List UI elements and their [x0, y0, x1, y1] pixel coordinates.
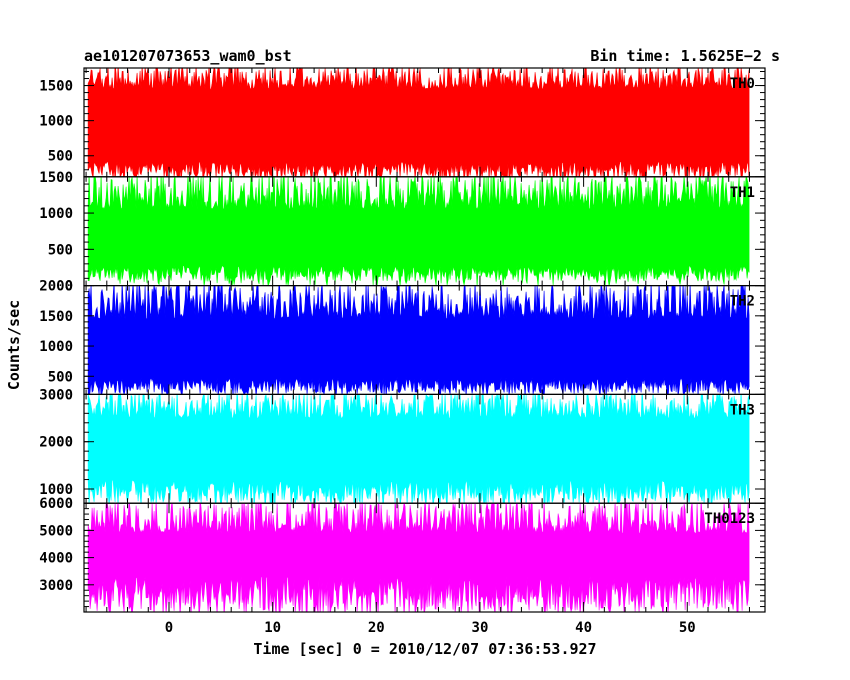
- panel-name-label: TH2: [730, 294, 755, 310]
- bin-time-label: Bin time: 1.5625E−2 s: [590, 47, 780, 65]
- panel-name-label: TH1: [730, 185, 755, 201]
- y-tick-label: 1000: [39, 206, 73, 222]
- series-th2-trace: [87, 285, 750, 395]
- panel-th0: 500 1000 1500 TH0: [39, 67, 766, 178]
- y-tick-label: 1500: [39, 79, 73, 95]
- y-tick-label: 1000: [39, 339, 73, 355]
- panel-th0123: 3000 4000 5000 6000 TH0123: [39, 496, 766, 613]
- panel-th1: 0 500 1000 1500 TH1: [39, 170, 766, 295]
- y-tick-label: 3000: [39, 387, 73, 403]
- y-tick-label: 1000: [39, 482, 73, 498]
- x-tick-label: 50: [679, 620, 696, 636]
- y-tick-label: 3000: [39, 578, 73, 594]
- y-tick-label: 4000: [39, 551, 73, 567]
- panel-name-label: TH0123: [704, 511, 755, 527]
- y-tick-label: 500: [48, 149, 73, 165]
- x-tick-label: 0: [165, 620, 173, 636]
- x-axis-label: Time [sec] 0 = 2010/12/07 07:36:53.927: [253, 640, 596, 658]
- panel-th3: 1000 2000 3000 TH3: [39, 387, 766, 504]
- series-th3-trace: [87, 394, 750, 504]
- x-tick-label: 40: [575, 620, 592, 636]
- y-tick-label: 0: [65, 279, 73, 295]
- panels-group: 500 1000 1500 TH0 0 500 1000 1500 TH1 500 1000 1500…: [39, 67, 766, 613]
- chart-title: ae101207073653_wam0_bst: [84, 47, 292, 65]
- x-tick-label: 10: [264, 620, 281, 636]
- panel-name-label: TH0: [730, 76, 755, 92]
- y-tick-label: 1500: [39, 309, 73, 325]
- x-tick-label: 20: [368, 620, 385, 636]
- y-tick-label: 500: [48, 369, 73, 385]
- x-axis-tick-labels: 0 10 20 30 40 50: [165, 620, 696, 636]
- y-tick-label: 6000: [39, 496, 73, 512]
- series-th1-trace: [87, 176, 750, 286]
- y-tick-label: 1500: [39, 170, 73, 186]
- y-tick-label: 2000: [39, 435, 73, 451]
- x-tick-label: 30: [472, 620, 489, 636]
- y-tick-label: 500: [48, 242, 73, 258]
- panel-name-label: TH3: [730, 402, 755, 418]
- y-axis-label: Counts/sec: [5, 300, 23, 390]
- series-th0-trace: [87, 68, 750, 177]
- y-tick-label: 1000: [39, 114, 73, 130]
- y-tick-label: 5000: [39, 523, 73, 539]
- y-tick-label: 2000: [39, 279, 73, 295]
- series-th0123-trace: [87, 503, 750, 613]
